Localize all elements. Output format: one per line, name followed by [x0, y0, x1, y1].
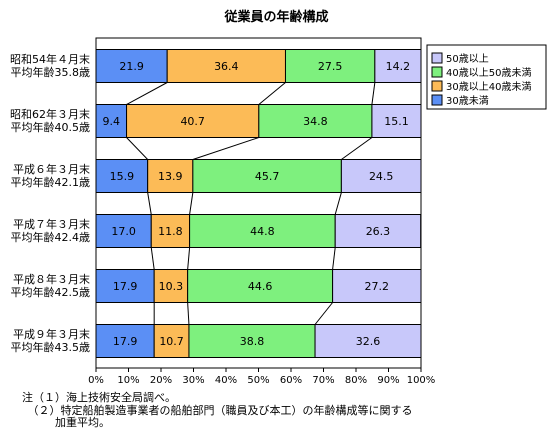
x-tick-label: 60%	[280, 375, 302, 386]
data-label: 9.4	[103, 115, 121, 128]
x-tick-label: 0%	[88, 375, 104, 386]
data-label: 13.9	[158, 170, 183, 183]
legend-label: 40歳以上50歳未満	[446, 67, 531, 79]
connector-line	[150, 247, 155, 270]
data-label: 24.5	[369, 170, 394, 183]
bar-segment	[189, 214, 336, 248]
bar-segment	[334, 214, 422, 248]
category-label: 平均年齢42.5歳	[11, 285, 91, 299]
connector-line	[332, 247, 336, 270]
bar-segment	[150, 214, 191, 248]
x-tick-label: 40%	[215, 375, 237, 386]
data-label: 27.5	[318, 60, 343, 73]
bar-segment	[166, 49, 286, 83]
chart-title: 従業員の年齢構成	[224, 10, 329, 25]
connector-line	[258, 82, 286, 105]
x-tick-label: 20%	[150, 375, 172, 386]
x-tick-label: 50%	[247, 375, 269, 386]
connector-line	[314, 302, 333, 325]
bar-segment	[340, 159, 422, 193]
legend-swatch	[431, 94, 443, 106]
category-label: 平成６年３月末	[13, 162, 90, 176]
connector-line	[371, 82, 376, 105]
x-tick-label: 90%	[377, 375, 399, 386]
connector-line	[147, 192, 152, 215]
x-tick-label: 10%	[117, 375, 139, 386]
category-label: 平均年齢43.5歳	[11, 340, 91, 354]
data-label: 14.2	[386, 60, 411, 73]
legend-label: 30歳以上40歳未満	[446, 81, 531, 93]
x-tick-label: 80%	[345, 375, 367, 386]
bar-segment	[374, 49, 422, 83]
legend-box	[426, 44, 547, 110]
legend-swatch	[431, 80, 443, 92]
legend-swatch	[431, 66, 443, 78]
category-label: 平均年齢40.5歳	[11, 120, 91, 134]
footnote-1: 注（１）海上技術安全局調べ。	[22, 391, 176, 404]
connector-line	[187, 302, 190, 325]
category-label: 平成７年３月末	[13, 217, 90, 231]
bar-segment	[332, 269, 422, 303]
category-label: 平均年齢35.8歳	[11, 65, 91, 79]
bar-segment	[126, 104, 260, 138]
category-label: 平均年齢42.4歳	[11, 230, 91, 244]
bar-segment	[95, 104, 128, 138]
data-label: 34.8	[303, 115, 328, 128]
bar-segment	[371, 104, 422, 138]
category-label: 平成８年３月末	[13, 272, 90, 286]
category-label: 平均年齢42.1歳	[11, 175, 91, 189]
data-label: 17.9	[113, 335, 138, 348]
bar-segment	[95, 159, 149, 193]
legend-label: 50歳以上	[446, 53, 489, 65]
x-tick-label: 100%	[407, 375, 436, 386]
data-label: 44.8	[250, 225, 275, 238]
data-label: 11.8	[158, 225, 183, 238]
data-label: 32.6	[356, 335, 381, 348]
data-label: 10.7	[159, 335, 184, 348]
connector-line	[126, 137, 149, 160]
bar-segment	[147, 159, 194, 193]
bar-segment	[258, 104, 373, 138]
data-label: 26.3	[366, 225, 391, 238]
connector-line	[187, 247, 191, 270]
data-label: 40.7	[180, 115, 205, 128]
footnote-2: （２）特定船舶製造事業者の船舶部門（職員及び本工）の年齢構成等に関する	[22, 403, 413, 417]
footnotes: 注（１）海上技術安全局調べ。 （２）特定船舶製造事業者の船舶部門（職員及び本工）…	[22, 391, 413, 430]
x-tick-label: 30%	[182, 375, 204, 386]
connector-line	[189, 192, 194, 215]
category-label: 平成９年３月末	[13, 327, 90, 341]
data-label: 17.0	[111, 225, 136, 238]
data-label: 17.9	[113, 280, 138, 293]
category-label: 昭和62年３月末	[10, 107, 90, 121]
data-label: 45.7	[255, 170, 280, 183]
bar-segment	[192, 159, 342, 193]
data-label: 38.8	[240, 335, 265, 348]
connector-line	[192, 137, 259, 160]
category-label: 昭和54年４月末	[10, 52, 90, 66]
connector-line	[341, 137, 373, 160]
legend-label: 30歳未満	[446, 95, 489, 107]
plot-area-frame	[95, 37, 422, 369]
bar-segment	[95, 214, 152, 248]
data-label: 36.4	[214, 60, 239, 73]
data-label: 44.6	[248, 280, 273, 293]
bar-segment	[187, 269, 334, 303]
data-label: 21.9	[119, 60, 144, 73]
data-label: 15.1	[384, 115, 409, 128]
x-tick-label: 70%	[312, 375, 334, 386]
connector-line	[126, 82, 168, 105]
legend-swatch	[431, 52, 443, 64]
bar-segment	[153, 269, 189, 303]
data-label: 27.2	[365, 280, 390, 293]
data-label: 15.9	[110, 170, 135, 183]
connector-line	[334, 192, 342, 215]
data-label: 10.3	[159, 280, 184, 293]
footnote-3: 加重平均。	[22, 416, 110, 429]
bar-segment	[314, 324, 422, 358]
